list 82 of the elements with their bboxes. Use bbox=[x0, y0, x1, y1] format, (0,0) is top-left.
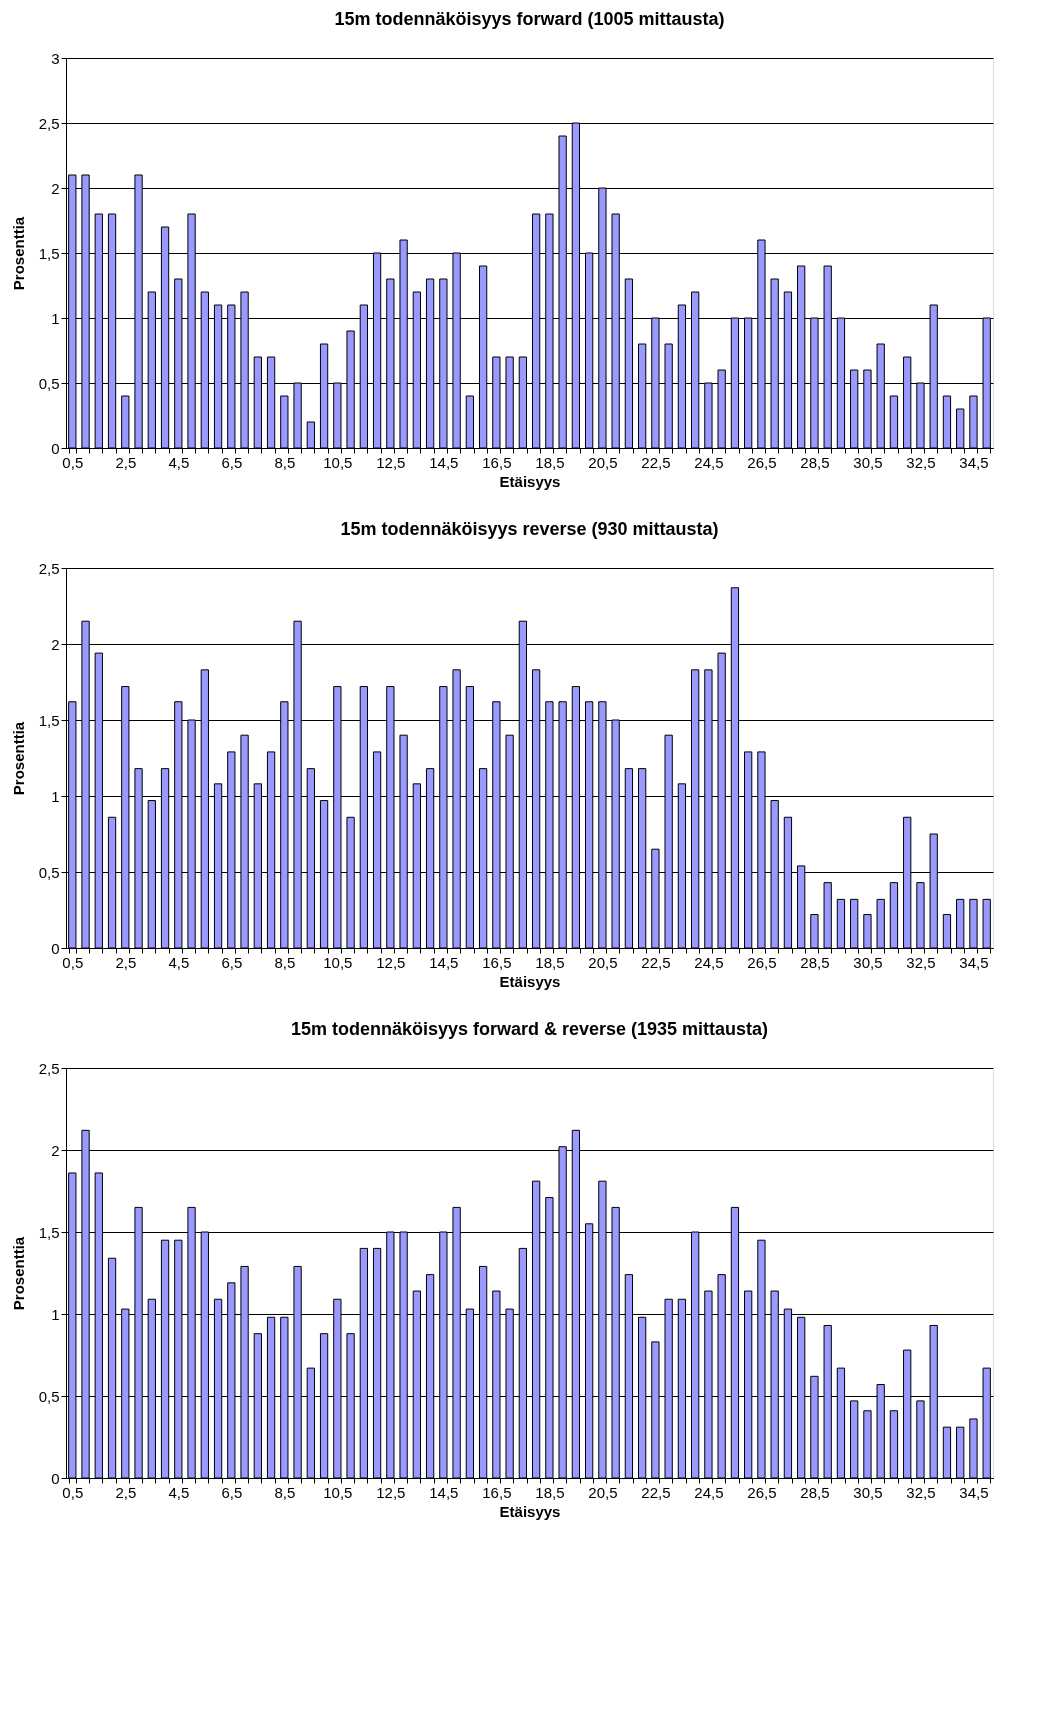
x-tick-label: 12,5 bbox=[376, 953, 406, 971]
x-tick-label: 4,5 bbox=[168, 1483, 190, 1501]
x-tick-label: 14,5 bbox=[429, 953, 459, 971]
x-tick-label: 24,5 bbox=[694, 453, 724, 471]
x-tick-label: 20,5 bbox=[588, 1483, 618, 1501]
y-tick-label: 0 bbox=[51, 939, 60, 957]
x-tick-label: 24,5 bbox=[694, 1483, 724, 1501]
x-tick-label: 8,5 bbox=[274, 453, 296, 471]
x-tick-label: 22,5 bbox=[641, 1483, 671, 1501]
x-tick-label: 6,5 bbox=[221, 453, 243, 471]
x-tick-label: 28,5 bbox=[800, 1483, 830, 1501]
x-tick-label: 0,5 bbox=[62, 953, 84, 971]
x-tick-label: 34,5 bbox=[959, 953, 989, 971]
y-tick-label: 0,5 bbox=[38, 1387, 60, 1405]
y-tick-label: 2,5 bbox=[38, 1059, 60, 1077]
y-tick-label: 1,5 bbox=[38, 711, 60, 729]
x-tick-label: 0,5 bbox=[62, 1483, 84, 1501]
x-axis-title: Etäisyys bbox=[499, 972, 561, 990]
y-tick-label: 0,5 bbox=[38, 374, 60, 392]
y-tick-label: 0 bbox=[51, 1469, 60, 1487]
x-tick-label: 30,5 bbox=[853, 1483, 883, 1501]
x-tick-label: 30,5 bbox=[853, 953, 883, 971]
y-tick-label: 3 bbox=[51, 49, 60, 67]
x-tick-label: 20,5 bbox=[588, 453, 618, 471]
y-axis-title: Prosenttia bbox=[9, 1236, 27, 1311]
y-tick-label: 1 bbox=[51, 787, 60, 805]
x-tick-label: 10,5 bbox=[323, 453, 353, 471]
chart-title: 15m todennäköisyys forward (1005 mittausta) bbox=[334, 9, 725, 29]
y-tick-label: 2 bbox=[51, 1141, 60, 1159]
x-tick-label: 16,5 bbox=[482, 953, 512, 971]
x-tick-label: 22,5 bbox=[641, 953, 671, 971]
x-tick-label: 32,5 bbox=[906, 1483, 936, 1501]
x-tick-label: 4,5 bbox=[168, 453, 190, 471]
x-tick-label: 28,5 bbox=[800, 453, 830, 471]
y-tick-label: 2 bbox=[51, 635, 60, 653]
x-tick-label: 10,5 bbox=[323, 1483, 353, 1501]
y-tick-label: 1 bbox=[51, 309, 60, 327]
x-axis-title: Etäisyys bbox=[499, 472, 561, 490]
x-tick-label: 24,5 bbox=[694, 953, 724, 971]
x-tick-label: 12,5 bbox=[376, 453, 406, 471]
y-axis-title: Prosenttia bbox=[9, 721, 27, 796]
y-tick-label: 0,5 bbox=[38, 863, 60, 881]
x-tick-label: 18,5 bbox=[535, 953, 565, 971]
x-tick-label: 8,5 bbox=[274, 953, 296, 971]
x-tick-label: 2,5 bbox=[115, 453, 137, 471]
x-tick-label: 26,5 bbox=[747, 453, 777, 471]
x-tick-label: 10,5 bbox=[323, 953, 353, 971]
chart-title: 15m todennäköisyys reverse (930 mittausta) bbox=[340, 519, 719, 539]
x-tick-label: 18,5 bbox=[535, 453, 565, 471]
x-tick-label: 2,5 bbox=[115, 953, 137, 971]
x-tick-label: 34,5 bbox=[959, 1483, 989, 1501]
x-tick-label: 0,5 bbox=[62, 453, 84, 471]
x-tick-label: 28,5 bbox=[800, 953, 830, 971]
x-tick-label: 30,5 bbox=[853, 453, 883, 471]
x-tick-label: 16,5 bbox=[482, 1483, 512, 1501]
x-tick-label: 18,5 bbox=[535, 1483, 565, 1501]
x-tick-label: 2,5 bbox=[115, 1483, 137, 1501]
x-tick-label: 4,5 bbox=[168, 953, 190, 971]
x-tick-label: 32,5 bbox=[906, 953, 936, 971]
x-tick-label: 32,5 bbox=[906, 453, 936, 471]
x-tick-label: 26,5 bbox=[747, 953, 777, 971]
x-tick-label: 14,5 bbox=[429, 453, 459, 471]
y-axis-title: Prosenttia bbox=[9, 216, 27, 291]
y-tick-label: 2,5 bbox=[38, 114, 60, 132]
y-tick-label: 2 bbox=[51, 179, 60, 197]
x-tick-label: 12,5 bbox=[376, 1483, 406, 1501]
x-tick-label: 6,5 bbox=[221, 953, 243, 971]
x-tick-label: 8,5 bbox=[274, 1483, 296, 1501]
y-tick-label: 1 bbox=[51, 1305, 60, 1323]
x-tick-label: 16,5 bbox=[482, 453, 512, 471]
y-tick-label: 1,5 bbox=[38, 244, 60, 262]
x-tick-label: 22,5 bbox=[641, 453, 671, 471]
y-tick-label: 1,5 bbox=[38, 1223, 60, 1241]
x-tick-label: 20,5 bbox=[588, 953, 618, 971]
y-tick-label: 2,5 bbox=[38, 559, 60, 577]
x-tick-label: 34,5 bbox=[959, 453, 989, 471]
x-tick-label: 14,5 bbox=[429, 1483, 459, 1501]
x-axis-title: Etäisyys bbox=[499, 1502, 561, 1520]
x-tick-label: 6,5 bbox=[221, 1483, 243, 1501]
x-tick-label: 26,5 bbox=[747, 1483, 777, 1501]
chart-title: 15m todennäköisyys forward & reverse (1935 mittausta) bbox=[290, 1019, 769, 1039]
y-tick-label: 0 bbox=[51, 439, 60, 457]
